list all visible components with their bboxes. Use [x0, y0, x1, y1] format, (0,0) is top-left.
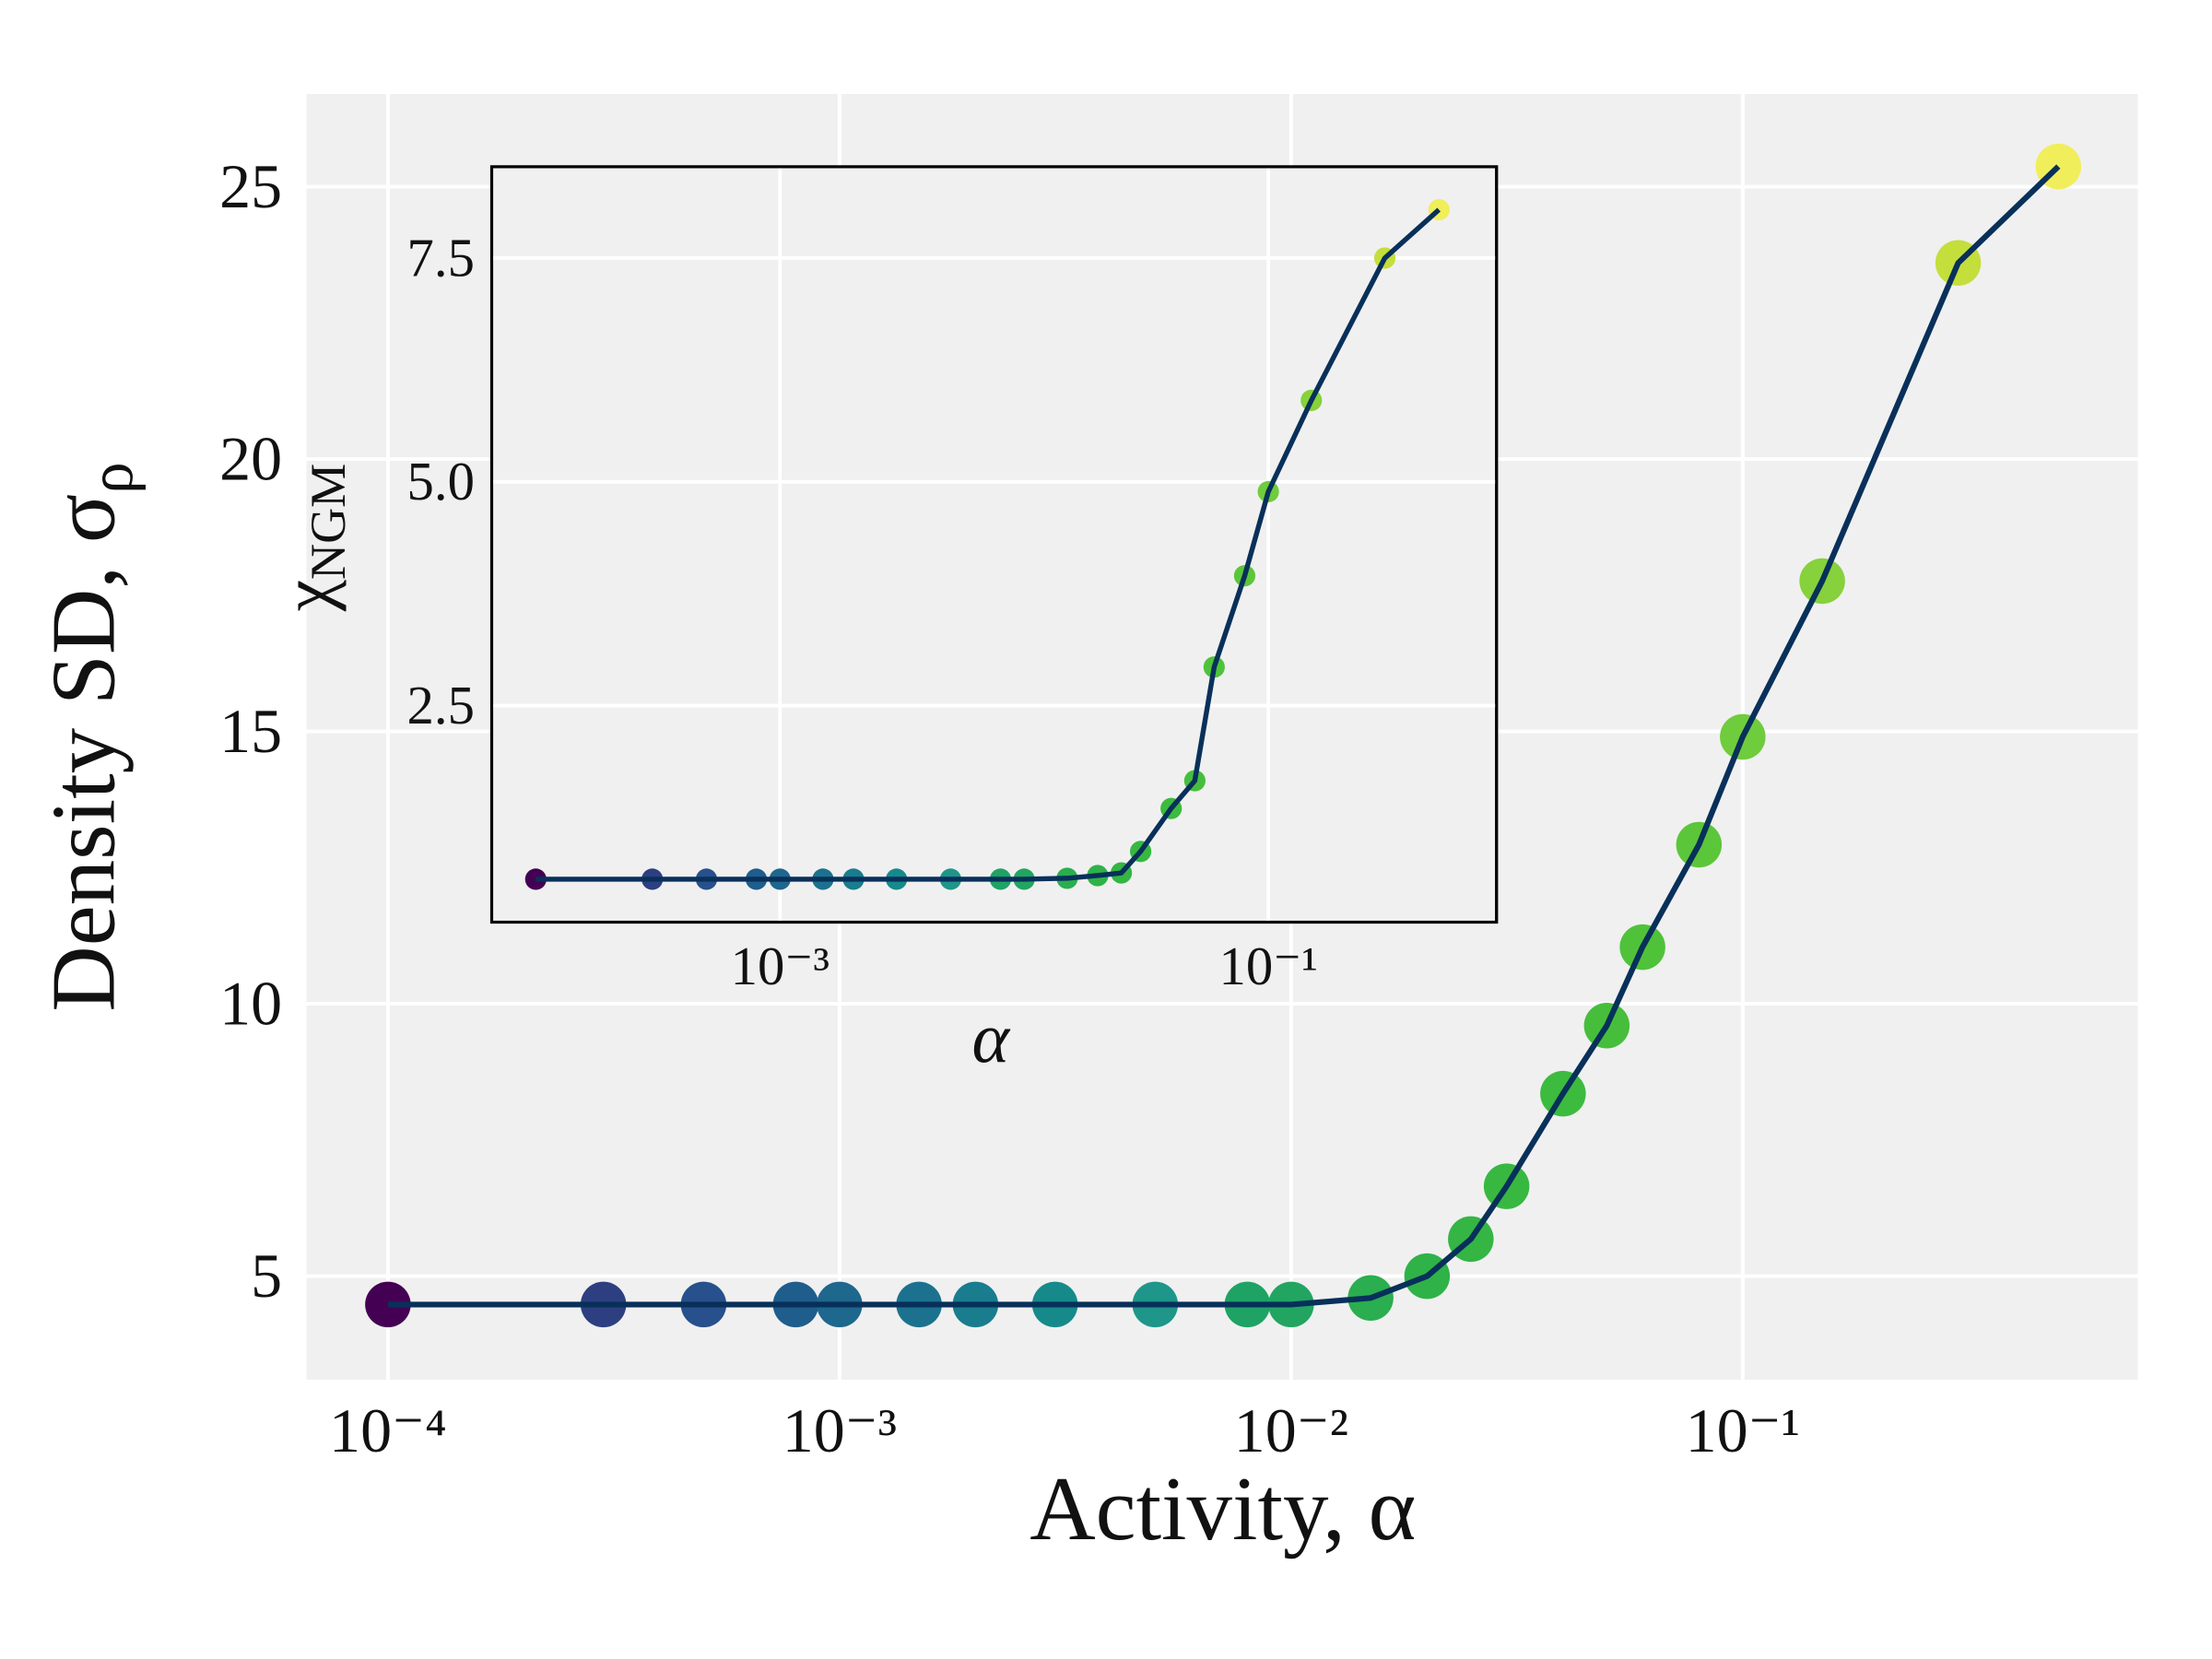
y-axis-label-main: χ — [267, 580, 347, 612]
y-tick-label: 10 — [219, 969, 282, 1039]
x-axis-label: α — [971, 998, 1010, 1077]
y-tick-label: 7.5 — [407, 228, 475, 288]
y-axis-label: χNGM — [267, 464, 356, 613]
y-axis-label: Density SD, σρ — [34, 462, 147, 1011]
y-tick-label: 20 — [219, 424, 282, 494]
y-axis-label-main: Density SD, σ — [34, 494, 135, 1012]
line — [535, 207, 1441, 882]
axes-frame — [489, 165, 1499, 924]
y-axis-label-sub: ρ — [76, 462, 147, 494]
y-tick-label: 2.5 — [407, 676, 475, 735]
line — [387, 164, 2061, 1308]
x-tick-label: 10⁻² — [1234, 1395, 1348, 1465]
x-tick-label: 10⁻¹ — [1686, 1395, 1800, 1465]
x-axis-label: Activity, α — [1030, 1459, 1416, 1559]
y-tick-label: 5 — [251, 1241, 282, 1311]
y-tick-label: 25 — [219, 151, 282, 221]
x-tick-label: 10⁻⁴ — [329, 1395, 447, 1465]
plot-area — [489, 165, 1499, 924]
y-tick-label: 15 — [219, 696, 282, 766]
x-tick-label: 10⁻³ — [731, 936, 830, 996]
marker — [365, 1281, 411, 1328]
x-tick-label: 10⁻³ — [782, 1395, 897, 1465]
y-tick-label: 5.0 — [407, 452, 475, 512]
y-axis-label-sub: NGM — [300, 464, 356, 580]
x-tick-label: 10⁻¹ — [1218, 936, 1317, 996]
